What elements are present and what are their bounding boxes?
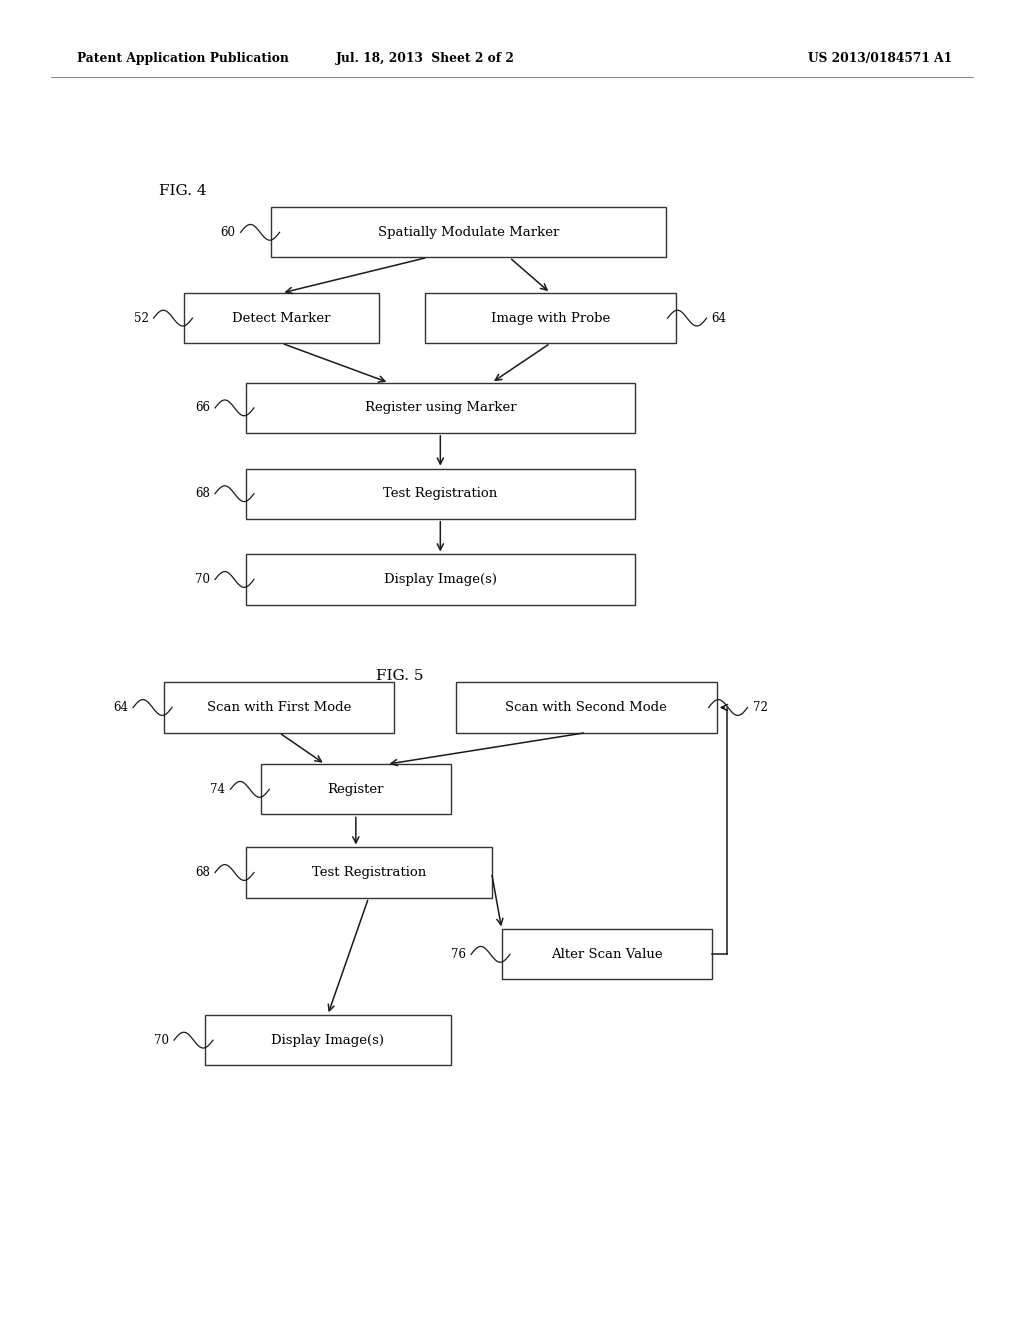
Text: 72: 72: [753, 701, 768, 714]
FancyBboxPatch shape: [246, 469, 635, 519]
Text: 70: 70: [154, 1034, 169, 1047]
Text: Detect Marker: Detect Marker: [232, 312, 331, 325]
Text: 52: 52: [133, 312, 148, 325]
Text: FIG. 4: FIG. 4: [159, 185, 207, 198]
FancyBboxPatch shape: [184, 293, 379, 343]
Text: 74: 74: [210, 783, 225, 796]
Text: Scan with First Mode: Scan with First Mode: [207, 701, 351, 714]
FancyBboxPatch shape: [261, 764, 451, 814]
Text: Alter Scan Value: Alter Scan Value: [551, 948, 663, 961]
Text: Register using Marker: Register using Marker: [365, 401, 516, 414]
FancyBboxPatch shape: [502, 929, 712, 979]
Text: Patent Application Publication: Patent Application Publication: [77, 51, 289, 65]
FancyBboxPatch shape: [246, 383, 635, 433]
Text: Register: Register: [328, 783, 384, 796]
Text: 64: 64: [113, 701, 128, 714]
FancyBboxPatch shape: [271, 207, 666, 257]
Text: Display Image(s): Display Image(s): [271, 1034, 384, 1047]
Text: 68: 68: [195, 487, 210, 500]
Text: Scan with Second Mode: Scan with Second Mode: [505, 701, 668, 714]
Text: 76: 76: [451, 948, 466, 961]
Text: Display Image(s): Display Image(s): [384, 573, 497, 586]
FancyBboxPatch shape: [246, 847, 492, 898]
Text: Jul. 18, 2013  Sheet 2 of 2: Jul. 18, 2013 Sheet 2 of 2: [336, 51, 514, 65]
Text: Test Registration: Test Registration: [311, 866, 426, 879]
Text: 64: 64: [712, 312, 727, 325]
FancyBboxPatch shape: [205, 1015, 451, 1065]
Text: Spatially Modulate Marker: Spatially Modulate Marker: [378, 226, 559, 239]
FancyBboxPatch shape: [246, 554, 635, 605]
Text: 70: 70: [195, 573, 210, 586]
Text: 66: 66: [195, 401, 210, 414]
Text: Test Registration: Test Registration: [383, 487, 498, 500]
Text: 68: 68: [195, 866, 210, 879]
Text: US 2013/0184571 A1: US 2013/0184571 A1: [808, 51, 952, 65]
Text: 60: 60: [220, 226, 236, 239]
FancyBboxPatch shape: [425, 293, 676, 343]
Text: Image with Probe: Image with Probe: [490, 312, 610, 325]
FancyBboxPatch shape: [164, 682, 394, 733]
FancyBboxPatch shape: [456, 682, 717, 733]
Text: FIG. 5: FIG. 5: [376, 669, 423, 682]
